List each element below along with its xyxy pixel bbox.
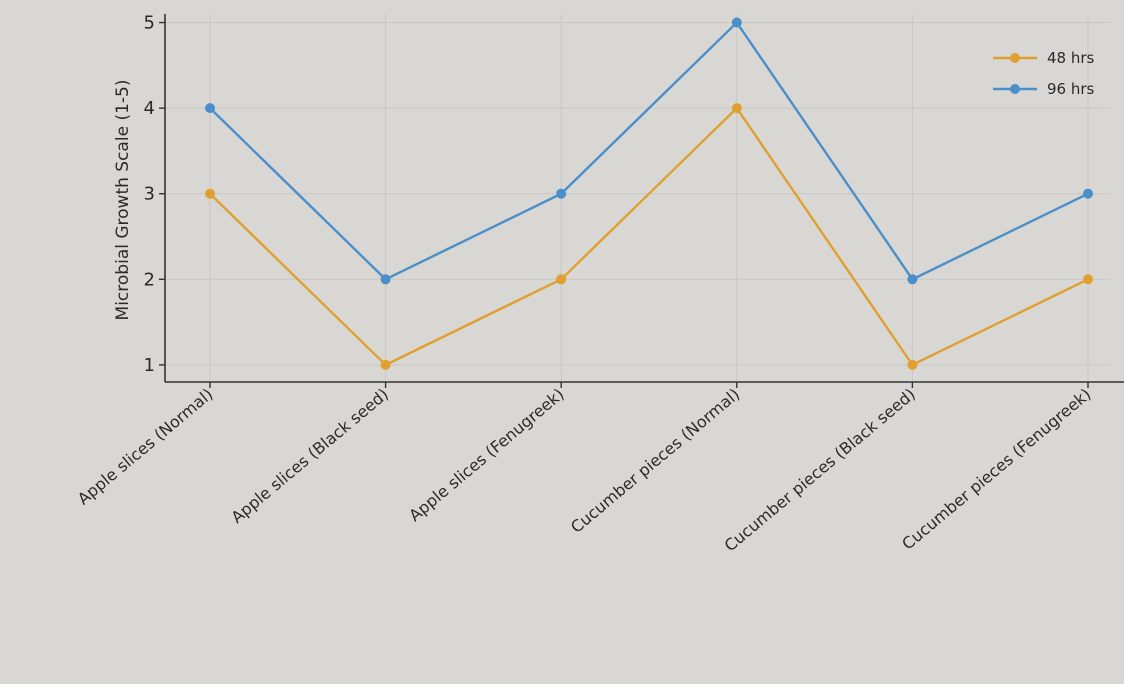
y-axis-title: Microbial Growth Scale (1-5): [113, 80, 133, 321]
legend-label: 48 hrs: [1047, 49, 1095, 67]
legend-swatch-marker: [1010, 84, 1020, 94]
data-point: [380, 274, 391, 285]
y-tick-label: 5: [144, 13, 155, 34]
legend: 48 hrs 96 hrs: [993, 49, 1095, 98]
series: [205, 17, 1093, 370]
legend-swatch-marker: [1010, 53, 1020, 63]
data-point: [556, 188, 567, 199]
series-line: [209, 20, 1089, 281]
series-48-hrs: [205, 103, 1093, 370]
legend-label: 96 hrs: [1047, 80, 1095, 98]
series-line: [209, 106, 1089, 367]
data-point: [556, 274, 567, 285]
data-point: [1083, 188, 1093, 199]
data-point: [205, 188, 215, 199]
data-point: [731, 103, 742, 114]
axes: [164, 14, 1124, 383]
y-tick-label: 3: [144, 184, 155, 205]
series-96-hrs: [205, 17, 1093, 285]
data-point: [907, 274, 918, 285]
data-point: [205, 103, 215, 114]
y-ticks: 1 2 3 4 5: [144, 13, 165, 376]
data-point: [731, 17, 742, 28]
data-point: [907, 359, 918, 370]
y-tick-label: 4: [144, 98, 155, 119]
data-point: [1083, 274, 1093, 285]
y-tick-label: 1: [144, 355, 155, 376]
y-tick-label: 2: [144, 269, 155, 290]
data-point: [380, 359, 391, 370]
